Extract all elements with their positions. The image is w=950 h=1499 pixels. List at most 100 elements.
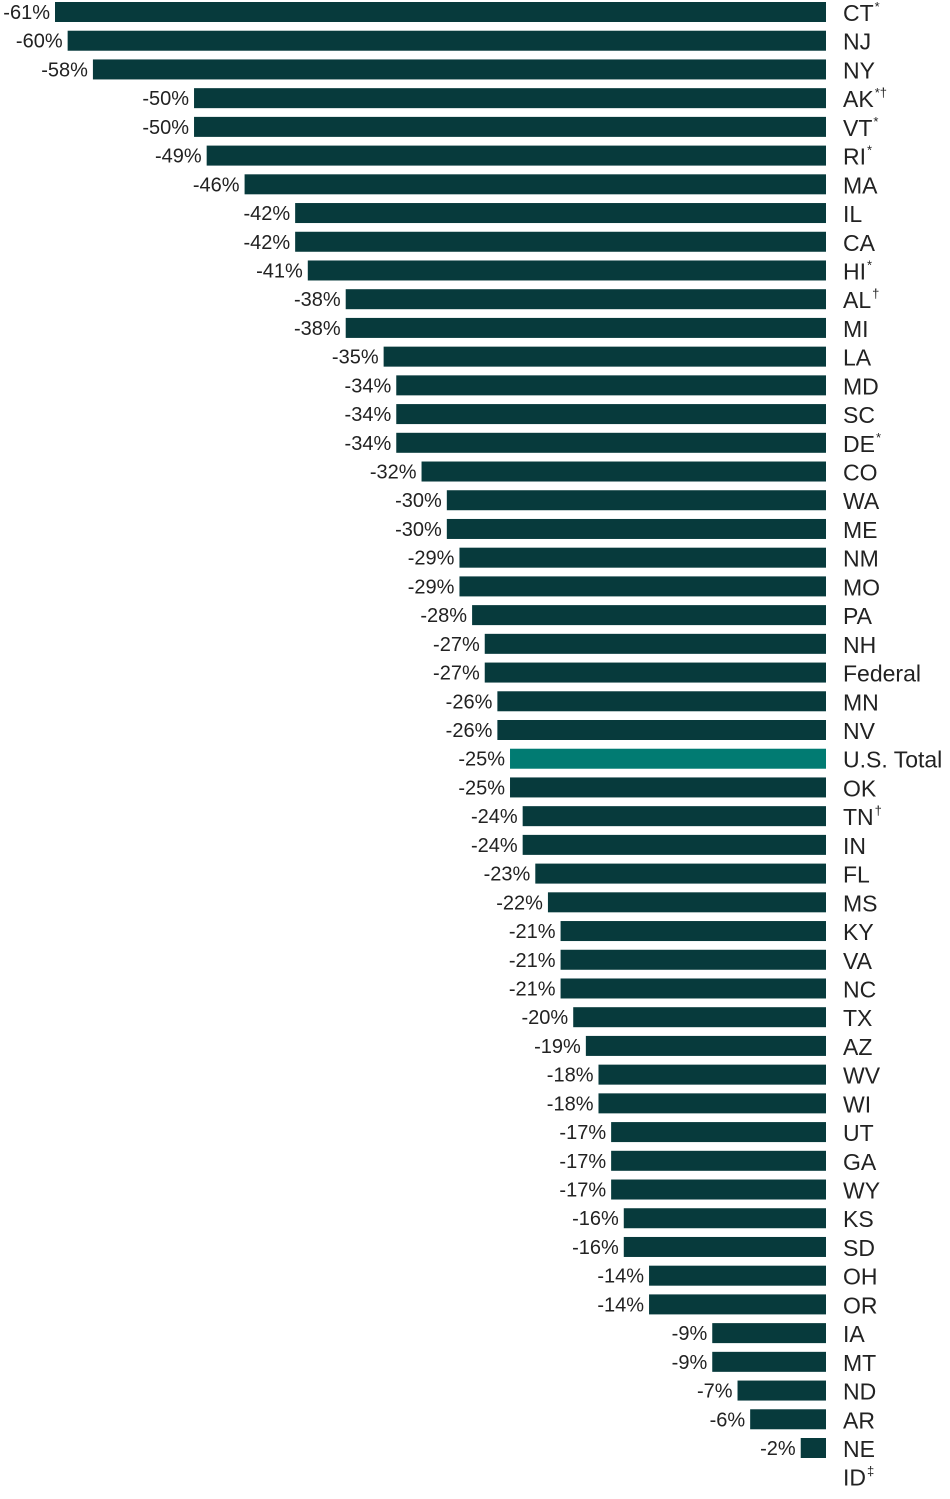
value-label: -17% [559, 1151, 606, 1173]
category-label: MA [843, 172, 878, 198]
category-label: PA [843, 603, 873, 629]
category-label: UT [843, 1120, 874, 1146]
bar [307, 260, 827, 281]
value-label: -32% [370, 462, 417, 484]
category-name: ID [843, 1465, 866, 1491]
category-label: MD [843, 373, 879, 399]
category-label: ID‡ [843, 1464, 874, 1491]
category-label: SC [843, 402, 875, 428]
bar-row: -16% KS [572, 1206, 874, 1232]
value-label: -46% [193, 174, 240, 196]
category-label: WA [843, 488, 880, 514]
value-label: -18% [547, 1093, 594, 1115]
footnote-marker: † [875, 803, 882, 818]
value-label: -60% [16, 31, 63, 53]
category-label: IL [843, 201, 862, 227]
bar [649, 1265, 826, 1286]
bar [446, 490, 826, 511]
bar [598, 1093, 826, 1114]
category-label: TX [843, 1005, 872, 1031]
category-name: PA [843, 603, 873, 629]
bar-row: ID‡ [843, 1464, 874, 1491]
value-label: -58% [41, 59, 88, 81]
category-label: VA [843, 948, 873, 974]
category-name: KY [843, 919, 874, 945]
category-name: OK [843, 775, 877, 801]
category-label: ME [843, 517, 878, 543]
category-name: IA [843, 1321, 865, 1347]
bar [345, 317, 826, 338]
bar [712, 1351, 826, 1372]
bar-row: -38% AL† [294, 286, 879, 313]
bar [737, 1380, 826, 1401]
footnote-marker: *† [875, 85, 887, 100]
bar [611, 1122, 826, 1143]
bar-row: -24% IN [471, 833, 866, 859]
bar-row: -14% OH [597, 1264, 877, 1290]
bar-row: -25% U.S. Total [458, 747, 942, 773]
bar-row: -30% WA [395, 488, 880, 514]
value-label: -26% [446, 691, 493, 713]
value-label: -25% [458, 777, 505, 799]
bar-row: -14% OR [597, 1292, 877, 1318]
category-name: LA [843, 345, 872, 371]
category-name: NV [843, 718, 876, 744]
bar [522, 834, 826, 855]
category-name: SD [843, 1235, 875, 1261]
bar [244, 174, 827, 195]
category-label: NJ [843, 29, 871, 55]
category-name: Federal [843, 661, 921, 687]
bar [547, 892, 826, 913]
bar-row: -34% MD [345, 373, 879, 399]
value-label: -49% [155, 146, 202, 168]
bar [194, 116, 827, 137]
bar [497, 691, 826, 712]
category-name: OH [843, 1264, 878, 1290]
category-label: MI [843, 316, 869, 342]
category-label: NC [843, 976, 876, 1002]
bar-row: -21% KY [509, 919, 874, 945]
bar [295, 231, 826, 252]
category-label: KS [843, 1206, 874, 1232]
category-name: SC [843, 402, 875, 428]
bar [446, 518, 826, 539]
category-name: TN [843, 804, 874, 830]
bar [535, 863, 826, 884]
bar [712, 1323, 826, 1344]
category-label: CT* [843, 0, 880, 26]
value-label: -27% [433, 634, 480, 656]
bar [497, 720, 826, 740]
category-label: CA [843, 230, 876, 256]
category-label: SD [843, 1235, 875, 1261]
bar-row: -27% NH [433, 632, 876, 658]
bar-row: -30% ME [395, 517, 877, 543]
bar [206, 145, 827, 166]
value-label: -61% [3, 2, 50, 24]
bar [623, 1236, 826, 1257]
value-label: -27% [433, 663, 480, 685]
category-name: FL [843, 862, 870, 888]
bar [55, 2, 826, 22]
bar-row: -2% NE [760, 1436, 875, 1462]
value-label: -7% [697, 1381, 733, 1403]
bar-row: -27% Federal [433, 661, 921, 687]
bar-row: -58% NY [41, 57, 875, 83]
bar-row: -26% MN [446, 689, 879, 715]
value-label: -29% [408, 576, 455, 598]
category-label: WY [843, 1178, 880, 1204]
category-label: NH [843, 632, 876, 658]
value-label: -30% [395, 519, 442, 541]
category-name: IN [843, 833, 866, 859]
category-label: NV [843, 718, 876, 744]
category-name: AK [843, 86, 874, 112]
bar-row: -16% SD [572, 1235, 875, 1261]
bar-row: -38% MI [294, 316, 869, 342]
bar [92, 59, 826, 80]
bar [459, 547, 826, 568]
footnote-marker: * [867, 257, 872, 272]
category-name: MS [843, 890, 878, 916]
bar-row: -42% IL [243, 201, 862, 227]
category-name: MI [843, 316, 869, 342]
bar-row: -26% NV [446, 718, 876, 744]
